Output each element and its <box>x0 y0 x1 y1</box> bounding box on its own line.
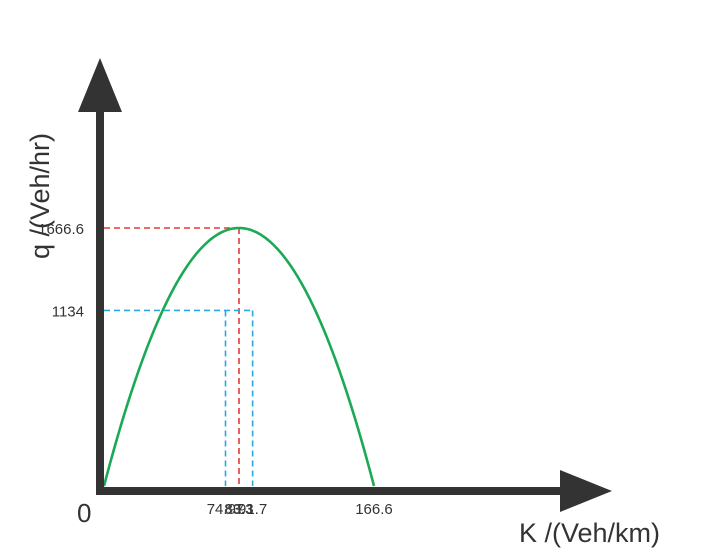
x-tick-label: 91.7 <box>238 501 267 518</box>
origin-label: 0 <box>77 498 91 528</box>
y-axis-arrow-icon <box>78 58 122 112</box>
x-axis-arrow-icon <box>560 470 612 512</box>
series-layer <box>102 226 376 487</box>
y-tick-label: 1134 <box>52 303 84 320</box>
x-tick-label: 83.3 <box>224 501 253 518</box>
flow-density-curve <box>102 226 376 487</box>
x-tick-label: 166.6 <box>355 501 393 518</box>
x-tick-label: 74.97 <box>207 501 245 518</box>
reference-lines <box>104 227 254 486</box>
y-axis-title: q /(Veh/hr) <box>25 133 55 259</box>
axes <box>78 58 612 512</box>
x-axis-title: K /(Veh/km) <box>519 518 660 548</box>
y-tick-label: 1666.6 <box>38 221 84 238</box>
